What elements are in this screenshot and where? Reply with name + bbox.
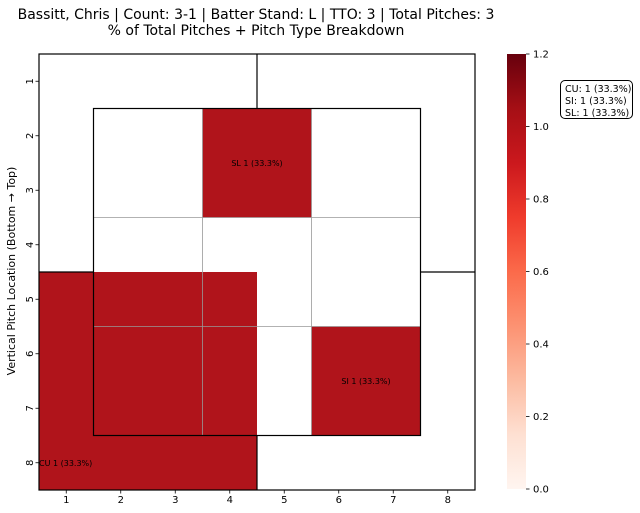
x-tick-label-7: 7 [390,495,396,506]
chart-title: Bassitt, Chris | Count: 3-1 | Batter Sta… [18,7,495,23]
colorbar-tick-label-0.2: 0.2 [533,412,549,423]
legend-line-sl: SL: 1 (33.3%) [565,107,630,119]
plot-frame [38,53,476,491]
zone-label-0: SL 1 (33.3%) [231,159,282,168]
plot-area: SL 1 (33.3%) SI 1 (33.3%) CU 1 (33.3%) 1 2 3 4… [25,53,476,506]
zone-label-2: CU 1 (33.3%) [39,459,92,468]
colorbar-tick-label-0.0: 0.0 [533,485,549,496]
chart-subtitle: % of Total Pitches + Pitch Type Breakdow… [108,23,405,39]
colorbar [507,54,526,489]
colorbar-tick-label-0.4: 0.4 [533,340,549,351]
y-axis-label: Vertical Pitch Location (Bottom → Top) [5,167,18,376]
x-tick-label-6: 6 [336,495,342,506]
colorbar-tick-label-0.8: 0.8 [533,195,549,206]
y-tick-label-2: 2 [25,133,36,139]
y-tick-label-6: 6 [25,351,36,357]
colorbar-ticks: 0.0 0.2 0.4 0.6 0.8 1.0 1.2 [526,50,549,496]
y-tick-label-4: 4 [25,242,36,248]
y-tick-label-5: 5 [25,296,36,302]
pitch-type-legend: CU: 1 (33.3%) SI: 1 (33.3%) SL: 1 (33.3%… [560,80,633,119]
legend-line-cu: CU: 1 (33.3%) [565,84,632,95]
x-tick-label-4: 4 [227,495,233,506]
y-tick-label-7: 7 [25,405,36,411]
x-tick-label-2: 2 [118,495,124,506]
colorbar-tick-label-1.2: 1.2 [533,50,549,61]
x-tick-label-3: 3 [172,495,178,506]
zone-cell-1 [311,326,421,436]
x-tick-label-1: 1 [63,495,69,506]
y-tick-label-1: 1 [25,78,36,84]
x-tick-label-5: 5 [281,495,287,506]
x-tick-label-8: 8 [445,495,451,506]
colorbar-tick-label-0.6: 0.6 [533,267,549,278]
zone-cell-0 [202,108,312,218]
y-tick-label-3: 3 [25,187,36,193]
zone-label-1: SI 1 (33.3%) [341,377,390,386]
legend-line-si: SI: 1 (33.3%) [565,95,627,107]
zone-cell-2 [39,272,257,490]
y-tick-label-8: 8 [25,460,36,466]
colorbar-tick-label-1.0: 1.0 [533,122,549,133]
